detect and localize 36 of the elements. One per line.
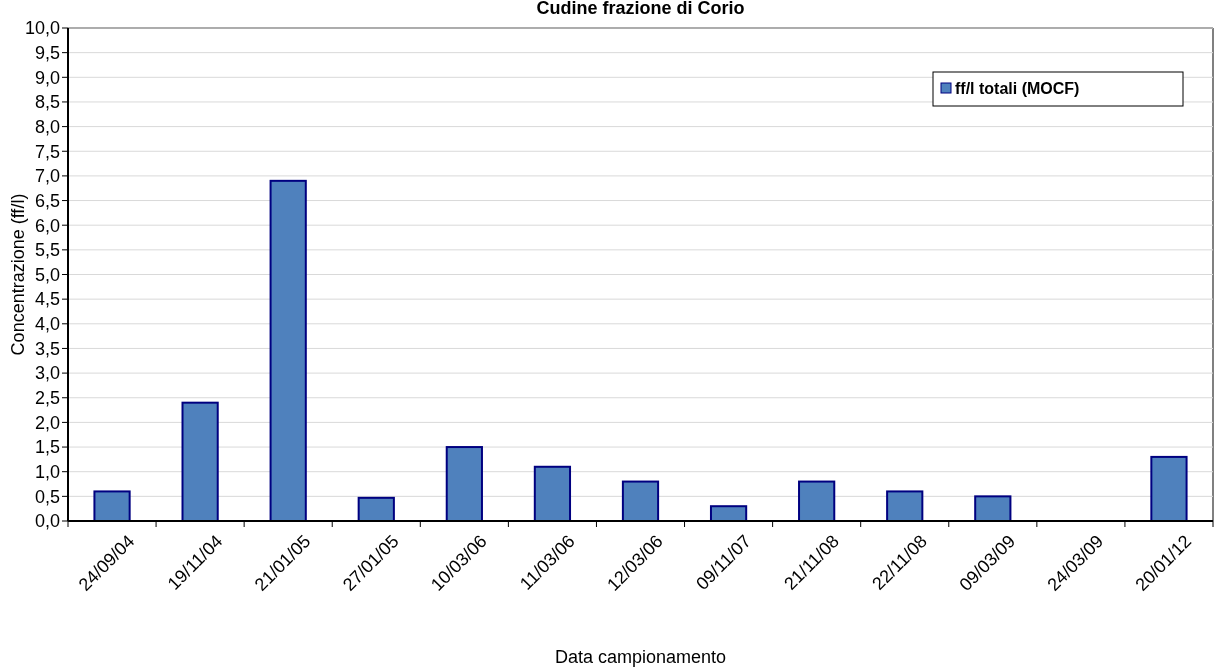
y-axis-title: Concentrazione (ff/l) xyxy=(8,193,28,356)
bar xyxy=(621,480,660,522)
x-axis-title: Data campionamento xyxy=(554,647,727,667)
bar xyxy=(533,465,572,522)
legend-label: ff/l totali (MOCF) xyxy=(955,79,1080,97)
y-tick-label: 1,0 xyxy=(34,462,60,482)
bar xyxy=(886,490,924,522)
y-tick-label: 0,0 xyxy=(34,511,60,532)
y-tick-label: 7,0 xyxy=(34,166,60,187)
y-tick-label: 8,0 xyxy=(34,116,60,137)
y-tick-label: 2,0 xyxy=(34,412,60,433)
y-tick-label: 6,5 xyxy=(34,190,60,211)
y-tick-label: 2,5 xyxy=(34,388,60,409)
y-tick-label: 5,0 xyxy=(34,264,60,285)
y-tick-label: 3,5 xyxy=(34,338,60,359)
bar xyxy=(93,490,131,522)
y-tick-label: 4,0 xyxy=(34,314,60,335)
y-tick-label: 6,0 xyxy=(34,215,60,236)
bar xyxy=(974,495,1012,522)
bar xyxy=(1150,455,1188,522)
y-tick-label: 5,5 xyxy=(34,240,60,261)
bar xyxy=(181,401,219,522)
y-tick-label: 3,0 xyxy=(34,363,60,384)
y-tick-label: 0,5 xyxy=(34,486,60,507)
y-tick-label: 1,5 xyxy=(34,437,60,458)
y-tick-label: 8,5 xyxy=(34,92,60,113)
y-tick-label: 9,0 xyxy=(34,67,60,88)
bar xyxy=(445,446,483,522)
y-tick-label: 4,5 xyxy=(34,289,60,310)
bar xyxy=(269,179,307,522)
y-tick-label: 10,0 xyxy=(24,18,60,39)
bar xyxy=(798,480,836,522)
y-tick-label: 9,5 xyxy=(34,42,60,63)
bar xyxy=(357,496,395,522)
chart-title: Cudine frazione di Corio xyxy=(536,0,745,18)
y-tick-label: 7,5 xyxy=(34,141,60,162)
